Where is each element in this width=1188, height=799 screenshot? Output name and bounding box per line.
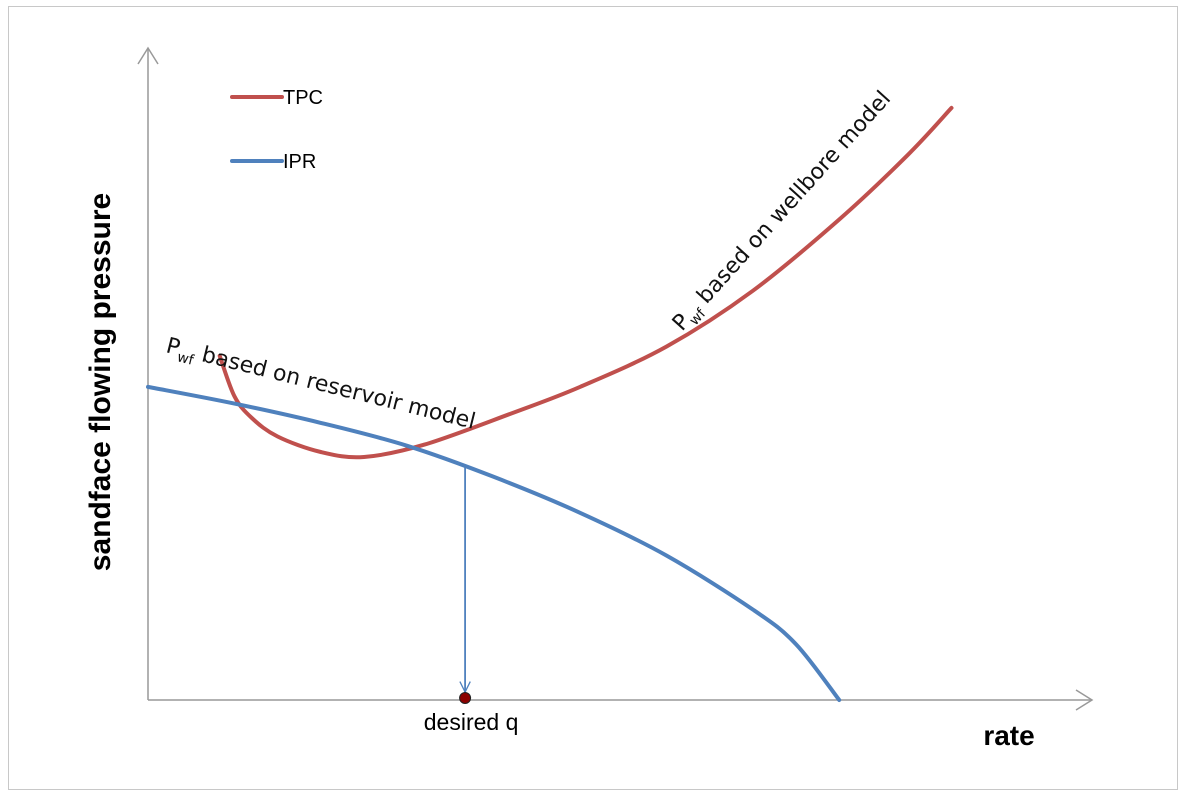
- x-axis-arrowhead: [1075, 689, 1094, 711]
- desired-q-label: desired q: [424, 709, 519, 735]
- y-axis-arrowhead: [137, 46, 159, 65]
- tpc-curve: [217, 105, 954, 460]
- legend-tpc-label: TPC: [283, 87, 323, 109]
- reservoir-note-subscript: wf: [175, 349, 196, 369]
- desired-q-marker: [459, 692, 472, 704]
- legend: TPC IPR: [230, 87, 323, 173]
- legend-ipr-label: IPR: [283, 151, 316, 173]
- reservoir-note-p: P: [164, 334, 183, 361]
- y-axis-title: sandface flowing pressure: [84, 193, 117, 571]
- wellbore-model-note: Pwf based on wellbore model: [668, 87, 899, 339]
- wellbore-note-text: based on wellbore model: [688, 87, 896, 314]
- reservoir-note-text: based on reservoir model: [192, 341, 478, 435]
- ipr-curve: [146, 384, 842, 702]
- x-axis-title: rate: [983, 720, 1034, 751]
